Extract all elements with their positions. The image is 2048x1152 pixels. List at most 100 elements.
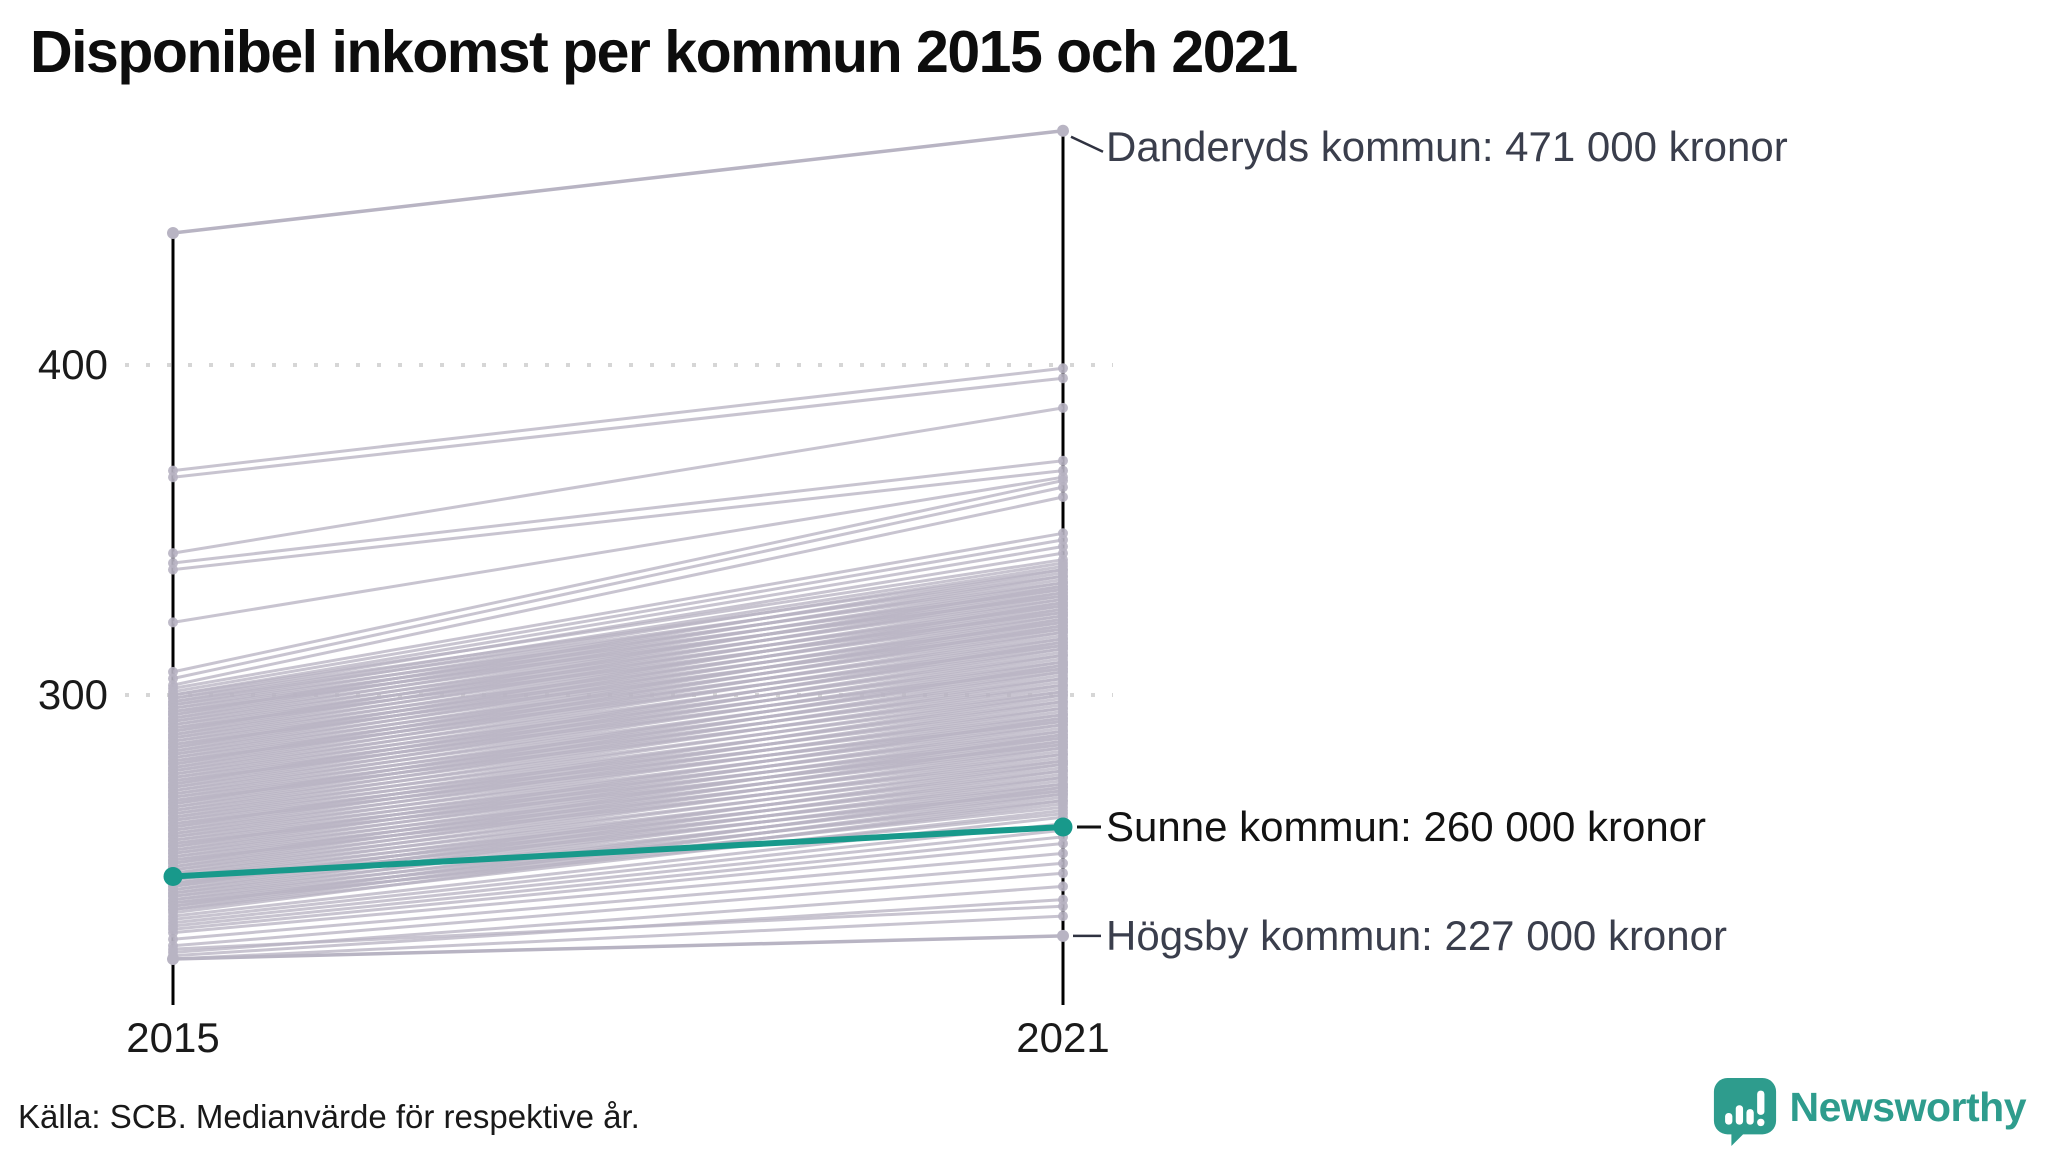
slope-line — [172, 835, 1064, 928]
annotation-sunne: Sunne kommun: 260 000 kronor — [1106, 803, 1707, 850]
slope-line — [172, 640, 1064, 786]
slope-line — [172, 607, 1064, 753]
slope-line — [172, 459, 1064, 565]
slope-line — [172, 914, 1064, 961]
slope-line — [172, 746, 1064, 872]
slope-line — [172, 571, 1064, 710]
endpoint-dot-2015 — [168, 548, 178, 559]
endpoint-dot-2021 — [1058, 548, 1068, 559]
slope-line — [172, 706, 1064, 836]
slope-line — [172, 561, 1064, 704]
slope-line — [172, 545, 1064, 697]
slope-line — [172, 663, 1064, 806]
slope-line — [172, 617, 1064, 766]
slope-line — [172, 736, 1064, 859]
endpoint-dot-2021 — [1058, 482, 1068, 493]
slope-line — [172, 568, 1064, 717]
x-axis-label-2015: 2015 — [126, 1014, 220, 1061]
slope-line — [172, 723, 1064, 852]
slope-line — [172, 782, 1064, 898]
newsworthy-chart-bubble-icon — [1713, 1078, 1776, 1146]
slope-line — [172, 759, 1064, 878]
annotation-hogsby: Högsby kommun: 227 000 kronor — [1106, 911, 1727, 959]
slope-line — [172, 551, 1064, 700]
dot-2021 — [1057, 929, 1069, 942]
slope-line — [172, 601, 1064, 750]
slope-line — [172, 667, 1064, 799]
slope-line — [172, 568, 1064, 700]
slope-line — [172, 719, 1064, 842]
slope-line — [172, 861, 1064, 941]
slope-line — [172, 716, 1064, 849]
endpoint-dot-2015 — [168, 564, 178, 575]
source-note: Källa: SCB. Medianvärde för respektive å… — [18, 1098, 640, 1135]
slope-line — [172, 574, 1064, 720]
slope-line — [172, 822, 1064, 921]
slope-line — [172, 739, 1064, 869]
slope-line — [172, 597, 1064, 740]
slope-line — [172, 366, 1064, 473]
endpoint-dot-2021 — [1058, 848, 1068, 859]
slope-line — [172, 828, 1064, 925]
slope-line — [172, 752, 1064, 875]
slope-line — [172, 799, 1064, 915]
slope-line — [172, 637, 1064, 776]
slope-line — [172, 677, 1064, 812]
endpoint-dot-2021 — [1058, 795, 1068, 806]
slope-line-h-gsby-kommun — [172, 934, 1064, 961]
slope-line — [172, 614, 1064, 756]
dot-2015 — [167, 953, 179, 965]
endpoint-dot-2015 — [168, 944, 178, 955]
slope-line — [172, 558, 1064, 697]
slope-line — [172, 851, 1064, 935]
slope-line — [172, 531, 1064, 690]
endpoint-dot-2021 — [1058, 881, 1068, 892]
y-axis-label-400: 400 — [37, 341, 108, 388]
slope-line — [172, 700, 1064, 832]
slope-line — [172, 766, 1064, 882]
slope-line — [172, 871, 1064, 948]
y-axis-label-300: 300 — [37, 671, 108, 718]
slope-line — [172, 729, 1064, 855]
slope-line — [172, 495, 1064, 687]
slope-line — [172, 630, 1064, 773]
leader-line — [1070, 135, 1104, 153]
slope-line — [172, 776, 1064, 895]
endpoint-dot-2021 — [1058, 911, 1068, 922]
endpoint-dot-2021 — [1058, 838, 1068, 849]
endpoint-dot-2021 — [1058, 363, 1068, 374]
annotation-danderyd: Danderyds kommun: 471 000 kronor — [1106, 122, 1788, 170]
endpoint-dot-2021 — [1058, 402, 1068, 413]
slope-line — [172, 690, 1064, 819]
slope-line — [172, 475, 1064, 624]
slope-line — [172, 376, 1064, 479]
slope-line — [172, 469, 1064, 572]
slope-line — [172, 406, 1064, 555]
slope-line — [172, 733, 1064, 865]
newsworthy-wordmark: Newsworthy — [1789, 1083, 2027, 1130]
slope-line — [172, 693, 1064, 829]
slope-line — [172, 604, 1064, 743]
slope-line — [172, 713, 1064, 839]
slope-line — [172, 591, 1064, 737]
slope-line — [172, 644, 1064, 779]
slope-line — [172, 842, 1064, 931]
slope-line — [172, 581, 1064, 723]
endpoint-dot-2015 — [168, 617, 178, 628]
dot-2015 — [167, 227, 179, 239]
slope-line — [172, 789, 1064, 902]
slope-line — [172, 538, 1064, 694]
slope-line — [172, 696, 1064, 822]
chart-title: Disponibel inkomst per kommun 2015 och 2… — [30, 19, 1298, 85]
endpoint-dot-2021 — [1058, 455, 1068, 466]
endpoint-dot-2021 — [1058, 858, 1068, 869]
slope-line — [172, 653, 1064, 793]
slope-line — [172, 660, 1064, 796]
slope-line — [172, 670, 1064, 809]
slope-line — [172, 624, 1064, 770]
newsworthy-logo: Newsworthy — [1713, 1078, 2027, 1146]
slope-line — [172, 785, 1064, 908]
endpoint-dot-2021 — [1058, 492, 1068, 502]
